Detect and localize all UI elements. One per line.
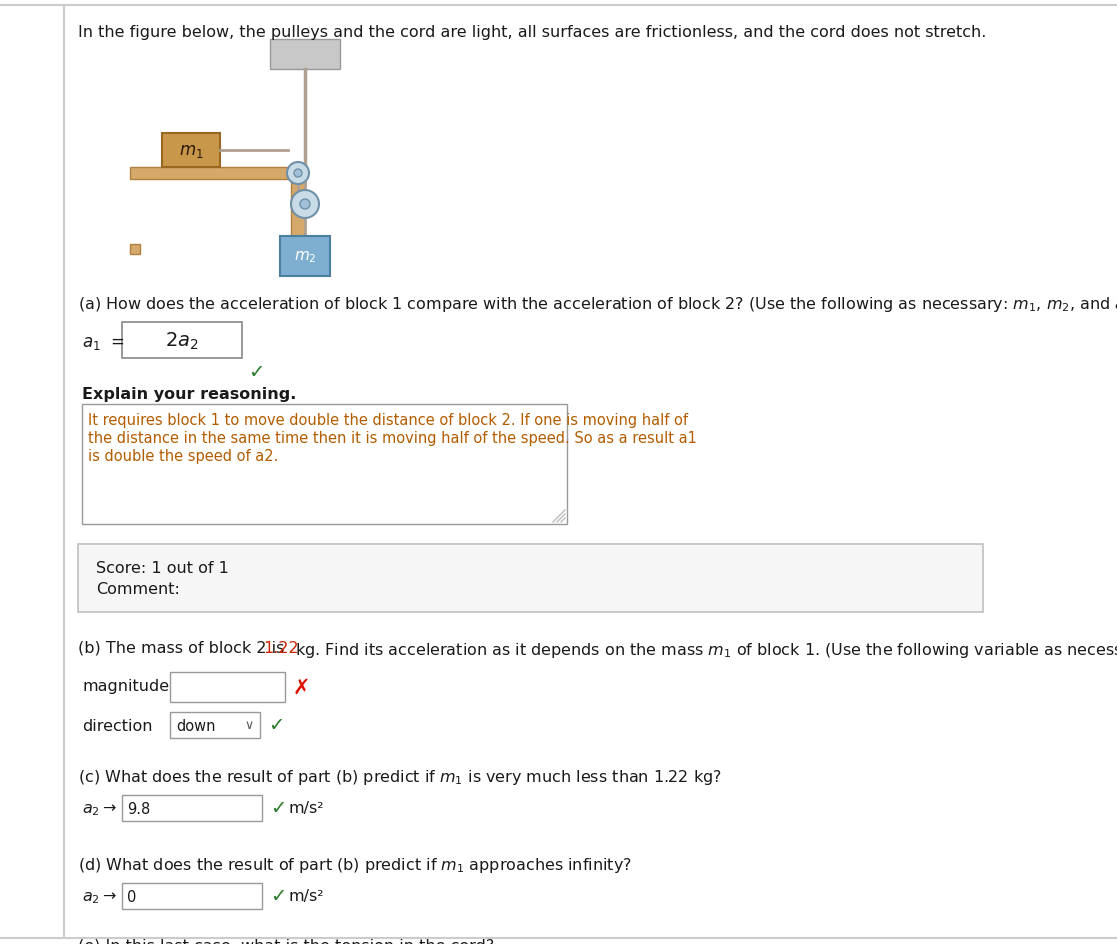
Text: $a_2 \rightarrow$: $a_2 \rightarrow$ bbox=[82, 889, 117, 905]
Text: 9.8: 9.8 bbox=[127, 801, 151, 817]
Text: $m_2$: $m_2$ bbox=[294, 249, 316, 264]
FancyBboxPatch shape bbox=[130, 244, 140, 255]
FancyBboxPatch shape bbox=[122, 795, 262, 821]
Circle shape bbox=[300, 200, 311, 210]
Text: down: down bbox=[176, 718, 216, 733]
FancyBboxPatch shape bbox=[122, 323, 242, 359]
Text: $2a_2$: $2a_2$ bbox=[165, 330, 199, 351]
FancyBboxPatch shape bbox=[270, 40, 340, 70]
Text: (c) What does the result of part (b) predict if $m_1$ is very much less than 1.2: (c) What does the result of part (b) pre… bbox=[78, 767, 722, 786]
Text: Comment:: Comment: bbox=[96, 582, 180, 597]
Text: ✓: ✓ bbox=[268, 716, 285, 734]
Text: ✓: ✓ bbox=[248, 362, 265, 381]
FancyBboxPatch shape bbox=[292, 179, 305, 255]
Text: (b) The mass of block 2 is: (b) The mass of block 2 is bbox=[78, 640, 289, 655]
Text: It requires block 1 to move double the distance of block 2. If one is moving hal: It requires block 1 to move double the d… bbox=[88, 413, 688, 428]
FancyBboxPatch shape bbox=[122, 883, 262, 909]
Text: 0: 0 bbox=[127, 889, 136, 904]
Text: magnitude: magnitude bbox=[82, 679, 169, 694]
FancyBboxPatch shape bbox=[82, 405, 567, 525]
Text: In the figure below, the pulleys and the cord are light, all surfaces are fricti: In the figure below, the pulleys and the… bbox=[78, 25, 986, 40]
Text: is double the speed of a2.: is double the speed of a2. bbox=[88, 448, 278, 464]
Circle shape bbox=[294, 170, 302, 177]
Text: direction: direction bbox=[82, 718, 153, 733]
Circle shape bbox=[287, 162, 309, 185]
Text: $a_2 \rightarrow$: $a_2 \rightarrow$ bbox=[82, 801, 117, 817]
FancyBboxPatch shape bbox=[280, 237, 330, 277]
FancyBboxPatch shape bbox=[78, 545, 983, 613]
Text: kg. Find its acceleration as it depends on the mass $m_1$ of block 1. (Use the f: kg. Find its acceleration as it depends … bbox=[290, 640, 1117, 659]
Text: ✓: ✓ bbox=[270, 886, 286, 905]
Text: ✓: ✓ bbox=[270, 799, 286, 818]
Text: (d) What does the result of part (b) predict if $m_1$ approaches infinity?: (d) What does the result of part (b) pre… bbox=[78, 855, 632, 874]
Text: m/s²: m/s² bbox=[288, 888, 324, 903]
Text: (a) How does the acceleration of block 1 compare with the acceleration of block : (a) How does the acceleration of block 1… bbox=[78, 295, 1117, 313]
FancyBboxPatch shape bbox=[170, 712, 260, 738]
FancyBboxPatch shape bbox=[130, 168, 305, 179]
FancyBboxPatch shape bbox=[162, 134, 220, 168]
Text: m/s²: m/s² bbox=[288, 801, 324, 816]
Text: ✗: ✗ bbox=[293, 677, 311, 698]
Text: Score: 1 out of 1: Score: 1 out of 1 bbox=[96, 561, 229, 576]
Text: $m_1$: $m_1$ bbox=[179, 142, 203, 160]
Circle shape bbox=[292, 191, 319, 219]
Text: $a_1$  =: $a_1$ = bbox=[82, 333, 125, 351]
Text: the distance in the same time then it is moving half of the speed. So as a resul: the distance in the same time then it is… bbox=[88, 430, 697, 446]
Text: Explain your reasoning.: Explain your reasoning. bbox=[82, 387, 296, 401]
Text: (e) In this last case, what is the tension in the cord?: (e) In this last case, what is the tensi… bbox=[78, 938, 494, 944]
FancyBboxPatch shape bbox=[170, 672, 285, 702]
Text: ∨: ∨ bbox=[244, 718, 254, 732]
Text: 1.22: 1.22 bbox=[262, 640, 298, 655]
